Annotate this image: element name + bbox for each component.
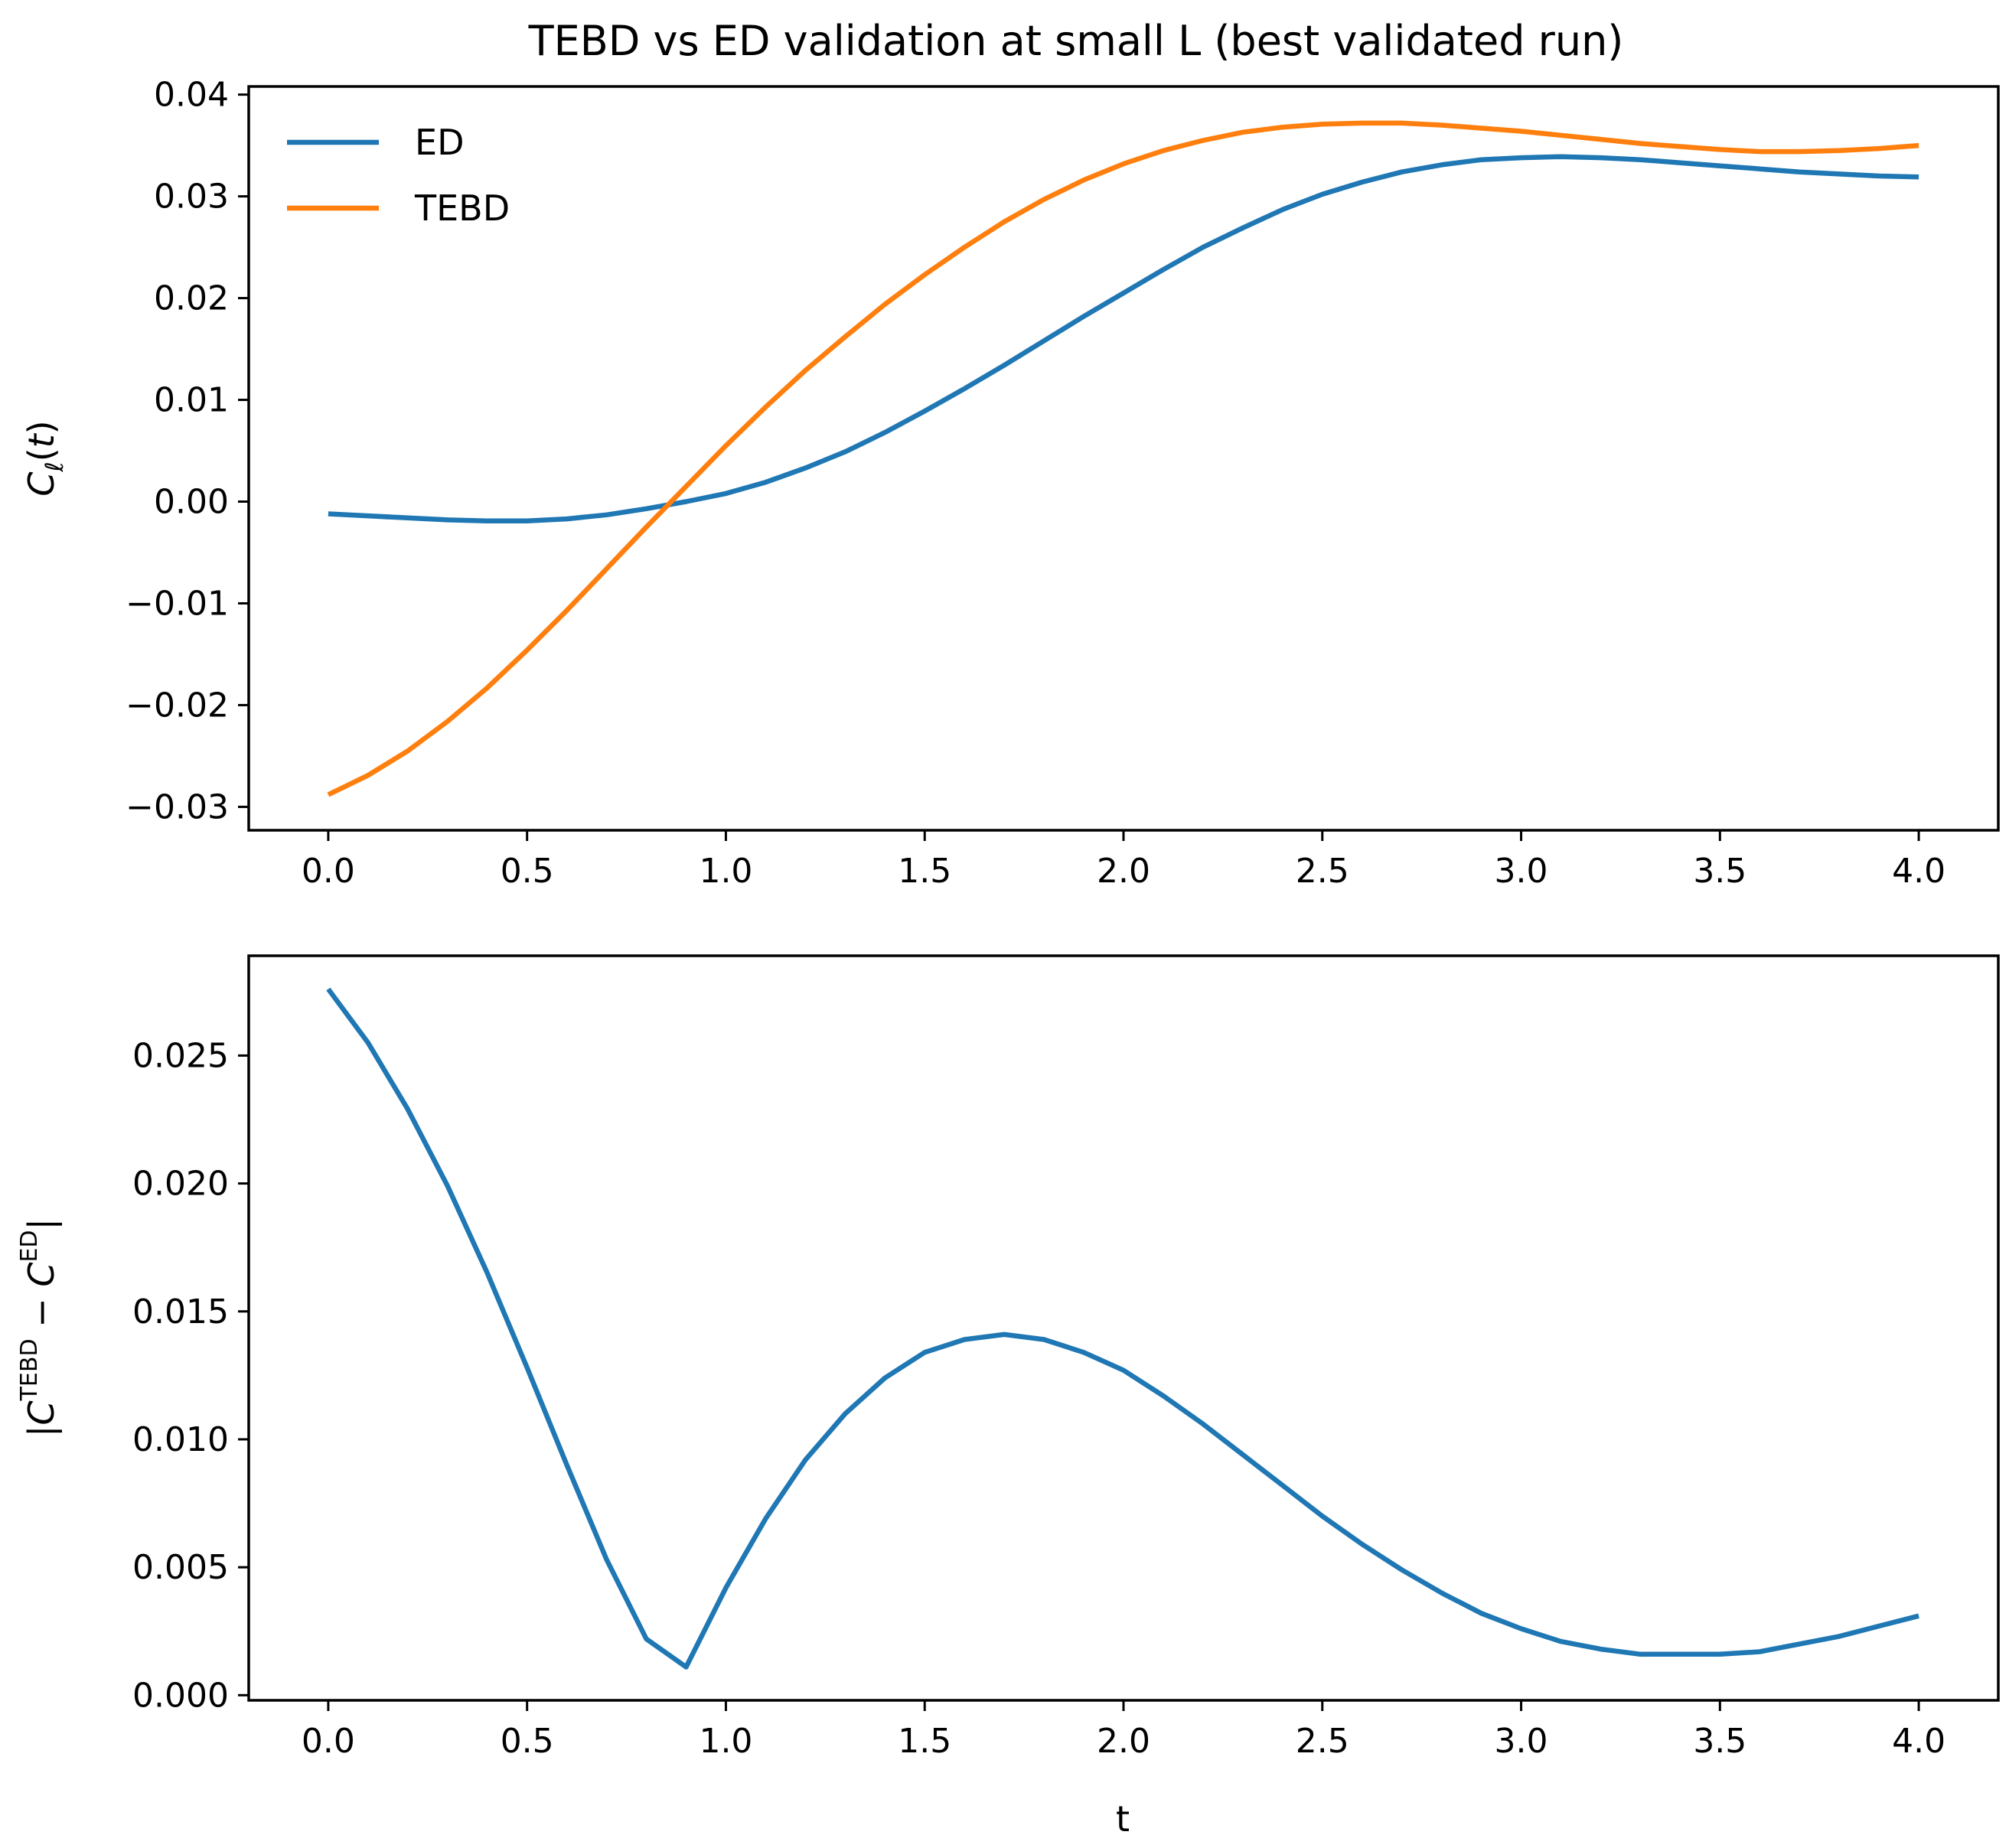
legend-box <box>264 102 555 240</box>
top-y-tick-label: 0.01 <box>154 381 229 420</box>
top-x-tick-label: 1.0 <box>699 852 752 891</box>
top-y-tick-label: −0.01 <box>126 584 229 623</box>
bot-y-tick-label: 0.010 <box>132 1420 229 1459</box>
bottom-y-axis-label: |CTEBD − CED| <box>16 1218 63 1437</box>
bot-x-tick-label: 3.5 <box>1693 1722 1746 1761</box>
bot-y-tick-label: 0.015 <box>132 1292 229 1331</box>
bot-series-line-difference <box>326 987 1919 1670</box>
top-x-tick-label: 3.5 <box>1693 852 1746 891</box>
top-x-tick-label: 0.5 <box>501 852 554 891</box>
bot-y-tick-label: 0.020 <box>132 1165 229 1204</box>
top-x-tick-label: 0.0 <box>302 852 355 891</box>
bot-y-tick-label: 0.025 <box>132 1036 229 1075</box>
bot-x-tick-label: 2.0 <box>1097 1722 1150 1761</box>
top-y-tick-label: 0.03 <box>154 178 229 217</box>
bottom-plot-frame <box>247 954 2000 1702</box>
bot-x-tick-label: 1.5 <box>898 1722 951 1761</box>
bot-x-tick-label: 0.5 <box>501 1722 554 1761</box>
top-x-tick-label: 3.0 <box>1495 852 1548 891</box>
bottom-y-ticks: 0.000 0.005 0.010 0.015 0.020 0.025 <box>132 1036 249 1715</box>
top-y-ticks: −0.03 −0.02 −0.01 0.00 0.01 0.02 0.03 0.04 <box>126 76 249 826</box>
bot-x-tick-label: 0.0 <box>302 1722 355 1761</box>
legend-tebd-label: TEBD <box>414 187 510 229</box>
top-x-tick-label: 2.0 <box>1097 852 1150 891</box>
bottom-x-ticks: 0.0 0.5 1.0 1.5 2.0 2.5 3.0 3.5 4.0 <box>302 1700 1945 1761</box>
top-x-tick-label: 1.5 <box>898 852 951 891</box>
top-series-line-tebd <box>327 120 1919 797</box>
top-y-tick-label: −0.02 <box>126 686 229 725</box>
top-x-ticks: 0.0 0.5 1.0 1.5 2.0 2.5 3.0 3.5 4.0 <box>302 830 1945 891</box>
top-x-tick-label: 4.0 <box>1892 852 1945 891</box>
top-y-tick-label: −0.03 <box>126 787 229 826</box>
top-series-line-ed <box>328 154 1919 524</box>
legend: ED TEBD <box>264 102 555 240</box>
top-plot-frame <box>247 85 2000 832</box>
top-y-tick-label: 0.02 <box>154 279 229 318</box>
top-y-tick-label: 0.00 <box>154 483 229 522</box>
bot-y-tick-label: 0.000 <box>132 1676 229 1715</box>
bottom-series-lines <box>326 987 1919 1670</box>
bottom-x-axis-label: t <box>1116 1798 1130 1840</box>
bot-x-tick-label: 4.0 <box>1892 1722 1945 1761</box>
bot-x-tick-label: 3.0 <box>1495 1722 1548 1761</box>
bottom-panel: 0.000 0.005 0.010 0.015 0.020 0.025 0.0 0.5 1.0… <box>16 954 2000 1840</box>
top-y-tick-label: 0.04 <box>154 76 229 115</box>
bot-x-tick-label: 1.0 <box>699 1722 752 1761</box>
top-series-lines <box>327 120 1919 797</box>
bot-y-tick-label: 0.005 <box>132 1548 229 1587</box>
top-panel: TEBD vs ED validation at small L (best v… <box>21 17 2000 891</box>
top-chart-title: TEBD vs ED validation at small L (best v… <box>528 17 1624 65</box>
legend-ed-label: ED <box>415 122 465 163</box>
top-x-tick-label: 2.5 <box>1296 852 1349 891</box>
top-y-axis-label: Cℓ(t) <box>21 420 69 496</box>
bot-x-tick-label: 2.5 <box>1296 1722 1349 1761</box>
